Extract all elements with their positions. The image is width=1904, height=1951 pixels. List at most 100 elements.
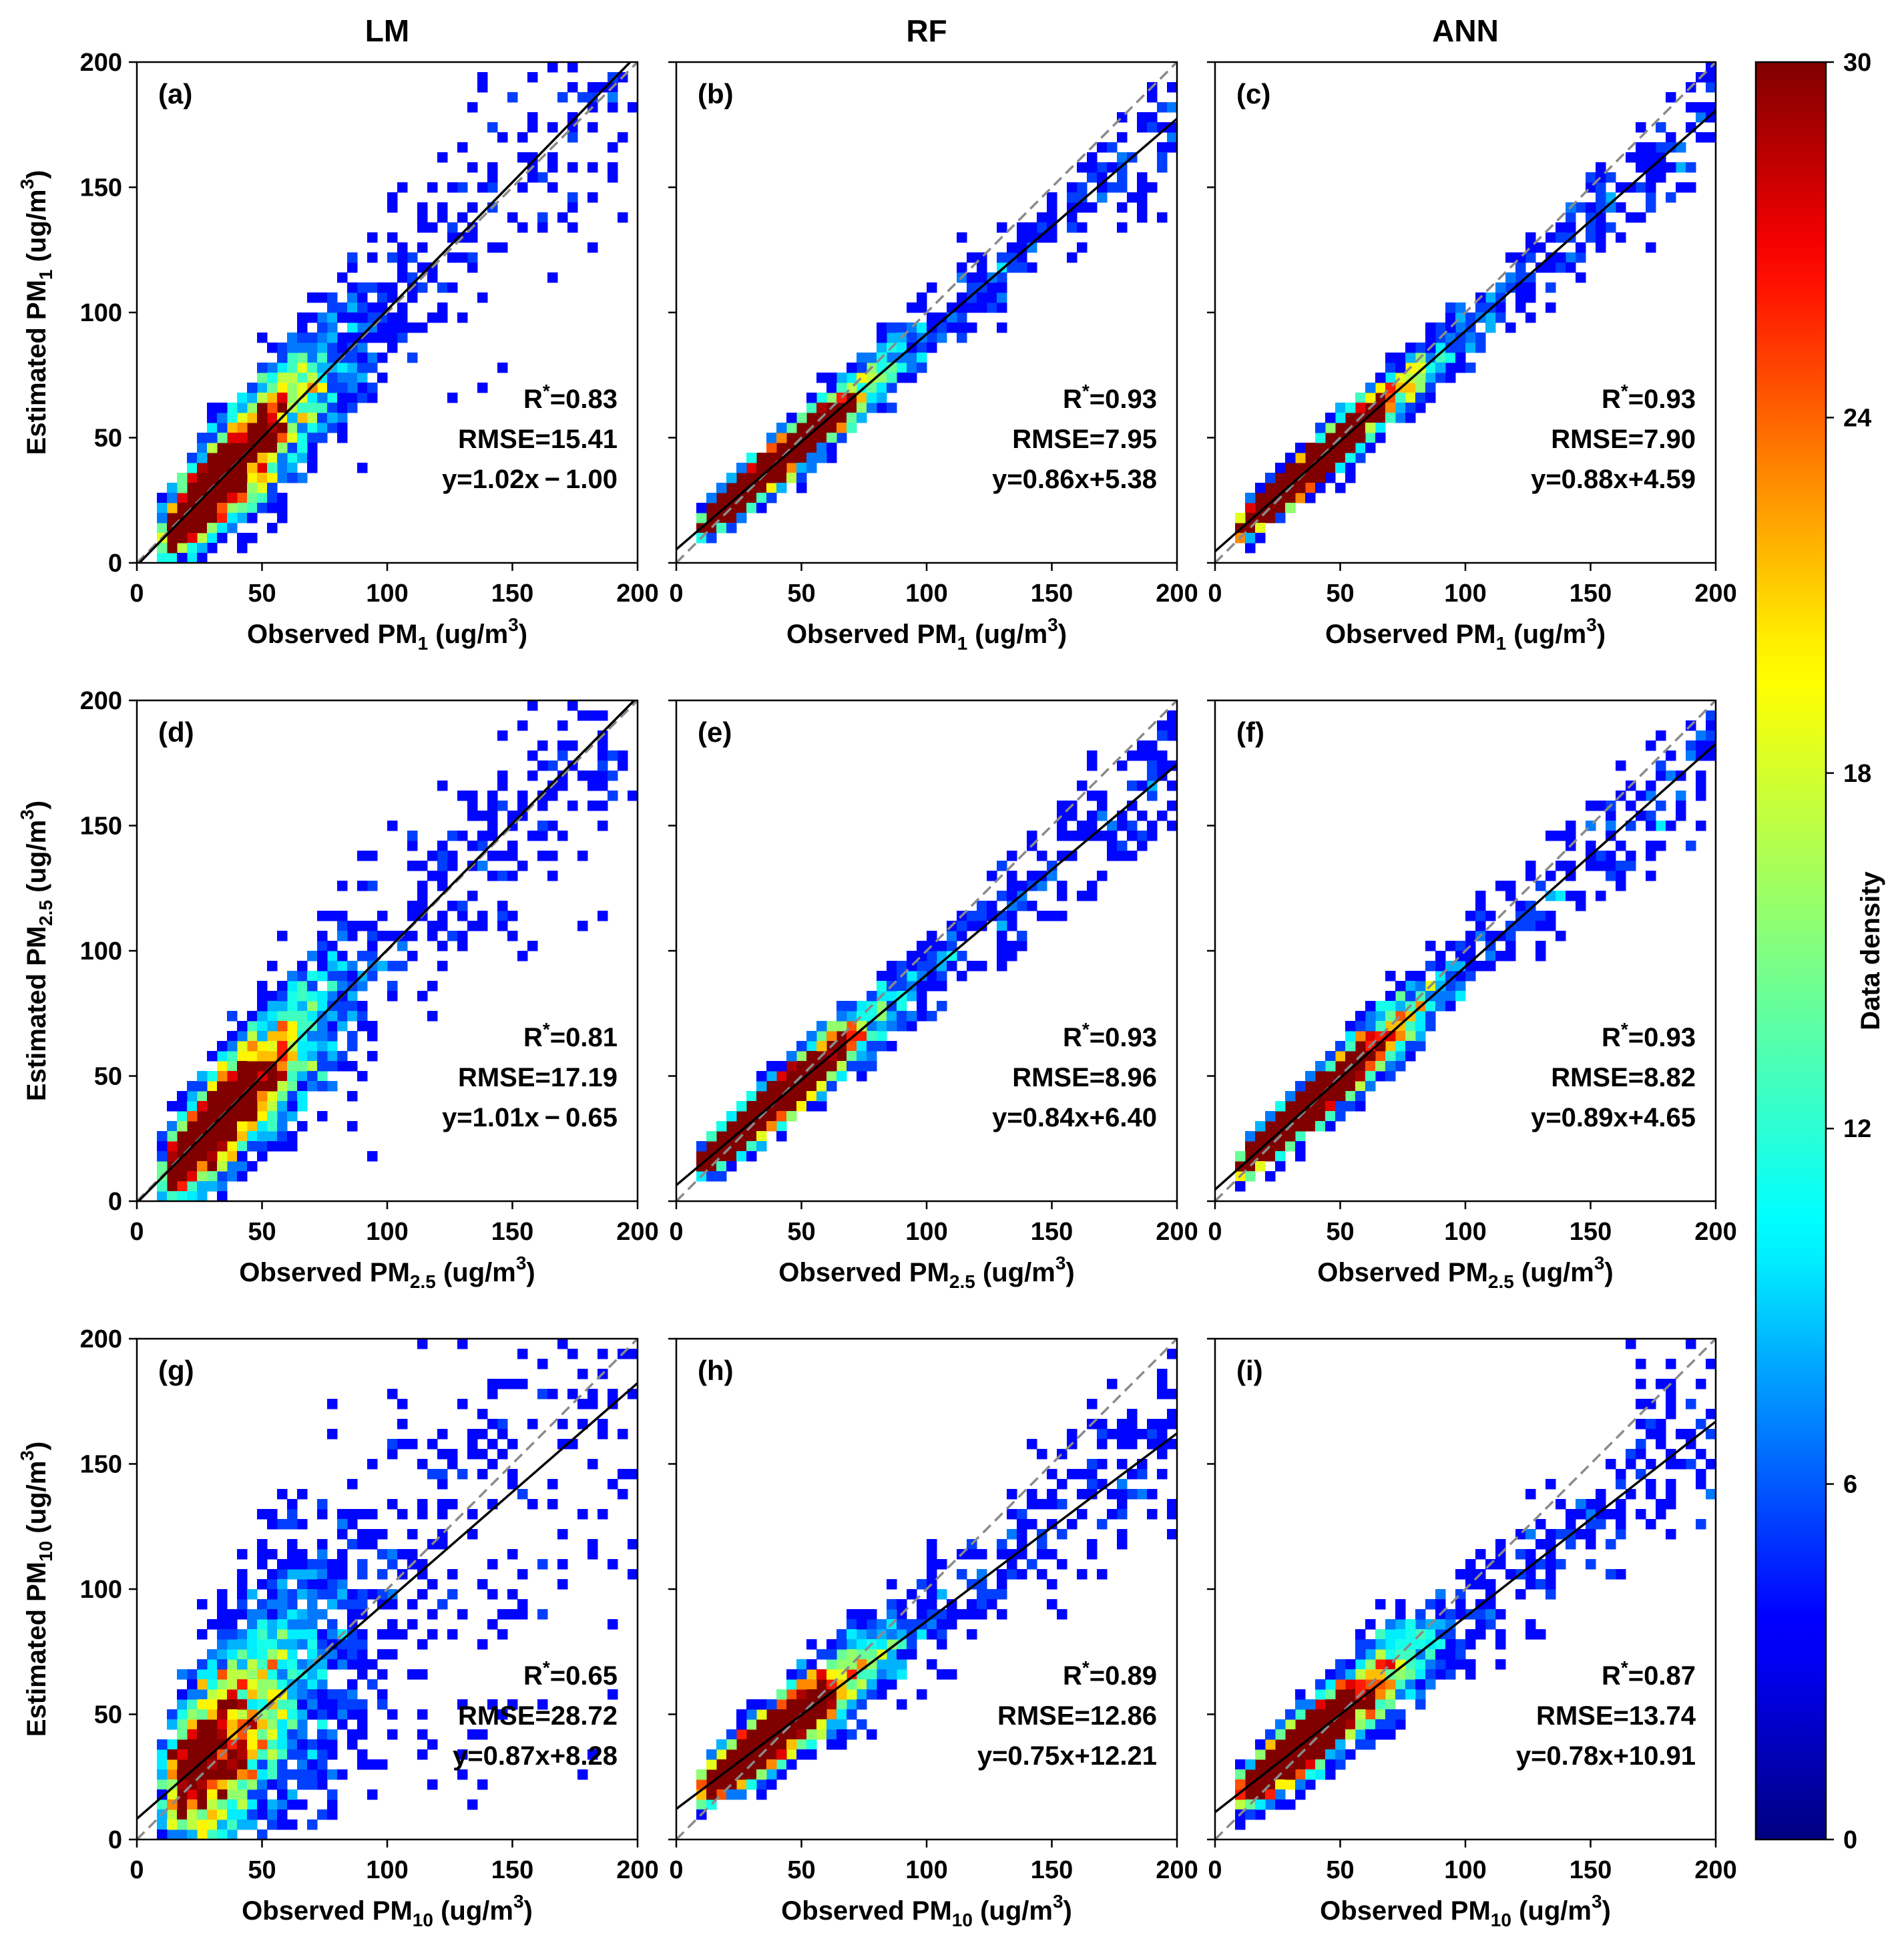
- density-cell: [447, 252, 458, 263]
- density-cell: [1087, 1469, 1098, 1480]
- density-cell: [207, 1131, 218, 1142]
- density-cell: [347, 1709, 358, 1720]
- density-cell: [187, 1699, 198, 1710]
- density-cell: [367, 1031, 378, 1042]
- density-cell: [1345, 1091, 1356, 1102]
- density-cell: [387, 333, 398, 343]
- density-cell: [377, 911, 388, 921]
- density-cell: [177, 1171, 188, 1182]
- density-cell: [1495, 1629, 1506, 1640]
- density-cell: [1706, 1359, 1716, 1369]
- density-cell: [447, 1459, 458, 1470]
- density-cell: [247, 1589, 258, 1600]
- density-cell: [786, 1669, 797, 1680]
- x-tick-label: 0: [130, 1856, 144, 1884]
- density-cell: [1295, 1091, 1306, 1102]
- panel-c: 0 50 100 150 200(c)R*=0.93RMSE=7.90y=0.88x+4…: [1207, 61, 1737, 654]
- density-cell: [766, 1769, 777, 1780]
- density-cell: [437, 841, 448, 851]
- density-cell: [317, 423, 328, 433]
- density-cell: [786, 1749, 797, 1760]
- density-cell: [1395, 1031, 1406, 1042]
- density-cell: [1315, 463, 1326, 473]
- density-cell: [297, 1589, 308, 1600]
- density-cell: [1355, 1729, 1366, 1740]
- density-cell: [287, 1061, 298, 1072]
- density-cell: [287, 1609, 298, 1620]
- density-cell: [347, 302, 358, 313]
- density-cell: [1097, 1429, 1108, 1440]
- x-tick-label: 100: [905, 580, 947, 608]
- density-cell: [347, 393, 358, 403]
- density-cell: [1586, 1539, 1596, 1550]
- density-cell: [227, 1769, 238, 1780]
- y-tick-label: 50: [94, 1701, 122, 1729]
- density-cell: [237, 1799, 248, 1810]
- density-cell: [796, 413, 807, 423]
- density-cell: [618, 750, 628, 761]
- density-cell: [317, 1709, 328, 1720]
- density-cell: [1636, 152, 1646, 163]
- density-cell: [1686, 841, 1696, 851]
- density-cell: [357, 373, 368, 383]
- density-cell: [1525, 1549, 1536, 1560]
- density-cell: [1167, 102, 1177, 113]
- density-cell: [167, 1121, 178, 1132]
- density-cell: [557, 781, 568, 791]
- density-cell: [826, 1669, 837, 1680]
- density-cell: [347, 312, 358, 323]
- density-cell: [337, 1519, 348, 1530]
- density-cell: [307, 1031, 318, 1042]
- density-cell: [397, 272, 408, 283]
- density-cell: [1375, 1051, 1386, 1062]
- density-cell: [1596, 222, 1606, 233]
- density-cell: [447, 1589, 458, 1600]
- x-tick-label: 50: [1326, 1856, 1354, 1884]
- density-cell: [1385, 1689, 1396, 1700]
- density-cell: [726, 1789, 737, 1800]
- density-cell: [257, 383, 268, 393]
- density-cell: [1077, 182, 1088, 193]
- density-cell: [287, 473, 298, 483]
- density-cell: [1245, 1131, 1256, 1142]
- density-cell: [1415, 1619, 1426, 1630]
- density-cell: [867, 1619, 877, 1630]
- density-cell: [967, 1609, 977, 1620]
- density-cell: [1117, 1439, 1128, 1450]
- density-cell: [537, 801, 548, 811]
- x-tick-label: 0: [1208, 580, 1222, 608]
- x-label-exponent: 3: [1055, 1253, 1066, 1273]
- density-cell: [1305, 1081, 1316, 1092]
- density-cell: [1345, 1719, 1356, 1730]
- density-cell: [816, 1679, 827, 1690]
- density-cell: [1305, 1071, 1316, 1082]
- density-cell: [227, 1669, 238, 1680]
- density-cell: [447, 1569, 458, 1580]
- density-cell: [547, 122, 558, 133]
- density-cell: [706, 1171, 717, 1182]
- density-cell: [1465, 1559, 1476, 1570]
- density-cell: [1686, 1439, 1696, 1450]
- density-cell: [357, 1629, 368, 1640]
- density-cell: [487, 1459, 498, 1470]
- density-cell: [1405, 353, 1416, 363]
- density-cell: [1586, 1529, 1596, 1540]
- density-cell: [1305, 1111, 1316, 1122]
- density-cell: [756, 1071, 767, 1082]
- density-cell: [776, 1101, 787, 1112]
- density-cell: [157, 1799, 168, 1810]
- density-cell: [347, 262, 358, 273]
- density-cell: [1706, 740, 1716, 751]
- density-cell: [307, 433, 318, 443]
- density-cell: [907, 373, 917, 383]
- density-cell: [1325, 463, 1336, 473]
- density-cell: [527, 831, 538, 841]
- density-cell: [766, 1709, 777, 1720]
- density-cell: [197, 1739, 208, 1750]
- x-label-subscript: 1: [418, 633, 429, 654]
- density-cell: [177, 503, 188, 513]
- y-label-subscript: 2.5: [35, 900, 56, 926]
- density-cell: [347, 383, 358, 393]
- density-cell: [1157, 152, 1168, 163]
- density-cell: [237, 1809, 248, 1820]
